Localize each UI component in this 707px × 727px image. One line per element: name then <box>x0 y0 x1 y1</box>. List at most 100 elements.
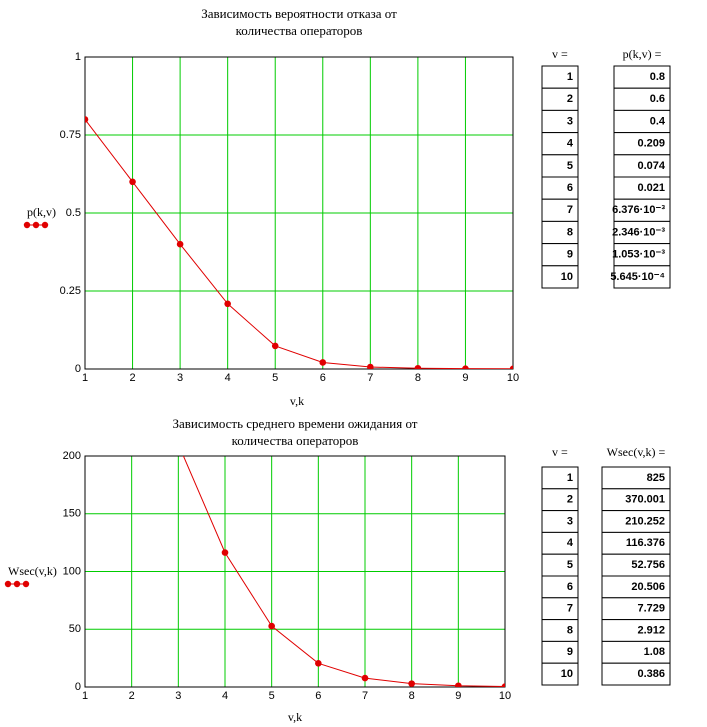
table-value: 0.4 <box>650 115 666 127</box>
y-tick-label: 100 <box>63 565 81 577</box>
x-tick-label: 8 <box>409 690 415 702</box>
table-v: 7 <box>567 603 573 615</box>
x-tick-label: 4 <box>222 690 228 702</box>
table-value: 6.376·10⁻³ <box>612 204 665 216</box>
table-v: 6 <box>567 182 573 194</box>
table-value: 1.08 <box>644 646 665 658</box>
table-v: 5 <box>567 559 573 571</box>
y-tick-label: 50 <box>69 623 81 635</box>
table-value: 116.376 <box>626 537 665 549</box>
legend-marker <box>13 580 21 588</box>
table-value: 0.074 <box>637 160 665 172</box>
chart-title: Зависимость среднего времени ожидания от <box>173 416 418 431</box>
table-v: 9 <box>567 249 573 261</box>
x-tick-label: 6 <box>315 690 321 702</box>
table-value: 2.346·10⁻³ <box>612 226 665 238</box>
legend-label: p(k,v) <box>27 205 56 219</box>
plot-frame <box>84 56 514 370</box>
plot-area <box>85 116 513 369</box>
table-v: 6 <box>567 581 573 593</box>
chart-title: Зависимость вероятности отказа от <box>201 6 397 21</box>
x-tick-label: 10 <box>507 372 519 384</box>
x-tick-label: 5 <box>269 690 275 702</box>
data-point <box>268 622 275 630</box>
legend-marker <box>4 580 12 588</box>
y-tick-label: 0.5 <box>66 207 81 219</box>
x-tick-label: 1 <box>82 690 88 702</box>
data-point <box>509 365 513 369</box>
data-point <box>462 365 469 369</box>
x-tick-label: 8 <box>415 372 421 384</box>
table-value: 0.8 <box>650 71 665 83</box>
table-value: 0.021 <box>637 182 665 194</box>
series-line <box>85 119 513 369</box>
x-tick-label: 2 <box>129 690 135 702</box>
table-v: 9 <box>567 646 573 658</box>
x-tick-label: 9 <box>455 690 461 702</box>
data-point <box>221 549 229 556</box>
table-header: v = <box>552 47 568 61</box>
data-point <box>129 178 136 186</box>
x-tick-label: 2 <box>129 372 135 384</box>
data-point <box>455 682 462 687</box>
table-value: 210.252 <box>625 515 665 527</box>
data-point <box>319 359 327 366</box>
table-v: 8 <box>567 624 573 636</box>
x-tick-label: 3 <box>175 690 181 702</box>
table-value: 0.6 <box>650 93 665 105</box>
table-value: 0.209 <box>637 138 665 150</box>
table-value: 7.729 <box>637 603 665 615</box>
series-line <box>182 456 505 687</box>
legend-marker <box>22 580 30 588</box>
table-v: 7 <box>567 204 573 216</box>
data-point <box>175 441 182 448</box>
legend-label: Wsec(v,k) <box>8 564 57 578</box>
data-point <box>361 674 369 682</box>
x-tick-label: 7 <box>362 690 368 702</box>
x-tick-label: 1 <box>82 372 88 384</box>
table-v: 5 <box>567 160 573 172</box>
table-value: 0.386 <box>637 668 665 680</box>
table-value: 20.506 <box>631 581 665 593</box>
chart-title: количества операторов <box>232 433 359 448</box>
x-tick-label: 6 <box>320 372 326 384</box>
y-tick-label: 1 <box>75 51 81 63</box>
x-tick-label: 7 <box>367 372 373 384</box>
y-tick-label: 0 <box>75 681 81 693</box>
table-header: v = <box>552 445 568 459</box>
table-v: 4 <box>567 138 574 150</box>
data-point <box>128 256 135 263</box>
y-tick-label: 200 <box>63 450 81 462</box>
table-value: 825 <box>647 472 665 484</box>
table-v: 8 <box>567 226 573 238</box>
table-v: 10 <box>561 271 573 283</box>
table-v: 3 <box>567 515 573 527</box>
x-tick-label: 4 <box>225 372 231 384</box>
table-v: 1 <box>567 472 573 484</box>
y-tick-label: 150 <box>63 508 81 520</box>
table-value: 5.645·10⁻⁴ <box>610 271 665 283</box>
table-header: p(k,v) = <box>623 47 662 61</box>
chart-title: количества операторов <box>236 23 363 38</box>
table-v: 4 <box>567 537 574 549</box>
plot-area <box>128 256 505 687</box>
y-tick-label: 0.75 <box>60 129 81 141</box>
table-value: 2.912 <box>637 624 665 636</box>
data-point <box>414 364 422 369</box>
data-point <box>315 660 322 667</box>
x-axis-label: v,k <box>288 710 302 724</box>
y-tick-label: 0 <box>75 363 81 375</box>
data-point <box>271 342 279 350</box>
legend-marker <box>23 221 31 229</box>
table-cell <box>541 662 579 686</box>
plot-frame <box>84 455 506 688</box>
legend-marker <box>32 221 40 229</box>
table-v: 2 <box>567 93 573 105</box>
table-v: 1 <box>567 71 573 83</box>
data-point <box>408 680 415 687</box>
table-cell <box>541 265 579 289</box>
x-tick-label: 5 <box>272 372 278 384</box>
y-tick-label: 0.25 <box>60 285 81 297</box>
table-value: 1.053·10⁻³ <box>612 249 665 261</box>
x-axis-label: v,k <box>290 394 304 408</box>
